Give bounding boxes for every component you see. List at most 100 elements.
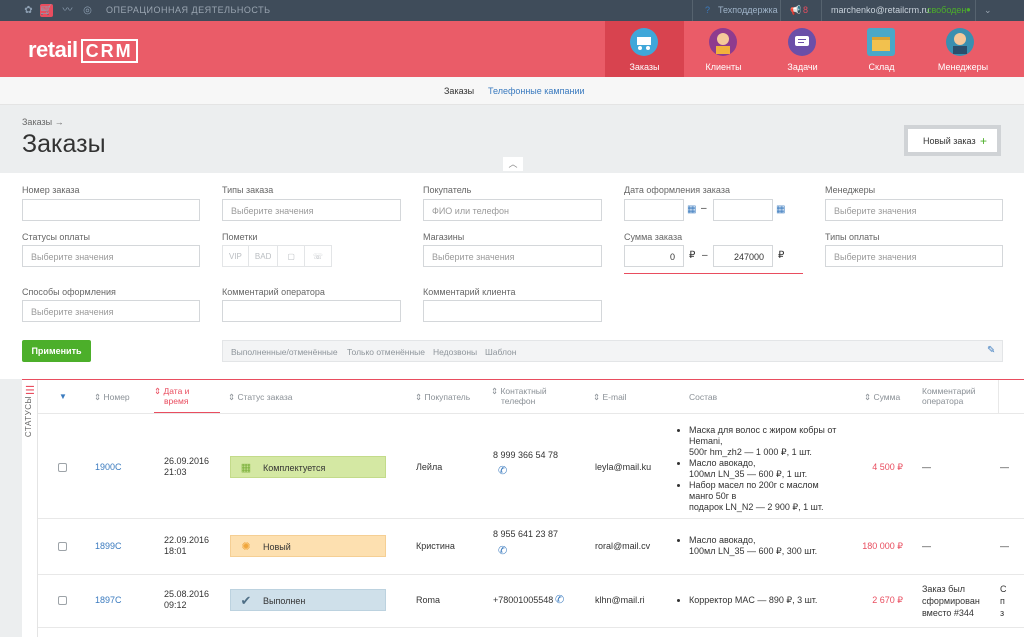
calendar-icon[interactable]: ▦ [776,204,786,215]
order-date: 26.09.2016 [164,456,210,466]
page-title: Заказы [22,130,106,158]
menu-icon[interactable]: ☰ [25,385,35,397]
preset-template[interactable]: Шаблон [485,347,517,357]
row-checkbox[interactable] [58,542,67,551]
date-to-input[interactable] [713,199,773,221]
preset-completed-cancelled[interactable]: Выполненные/отменённые [231,347,338,357]
order-number-link[interactable]: 1900C [95,462,122,472]
support-link[interactable]: Техподдержка [718,5,778,15]
nav-tasks[interactable]: Задачи [763,21,842,77]
collapse-filters-icon[interactable]: ︿ [503,157,523,171]
order-item: Масло авокадо,100мл LN_35 — 600 ₽, 1 шт. [689,458,836,480]
operator-comment: — [922,541,931,551]
marks-label: Пометки [222,232,258,242]
customer-email[interactable]: klhn@mail.ri [595,595,645,605]
order-number-input[interactable] [22,199,200,221]
row-checkbox[interactable] [58,596,67,605]
order-date-label: Дата оформления заказа [624,185,730,195]
payment-types-label: Типы оплаты [825,232,880,242]
order-sum: 2 670 ₽ [872,595,903,605]
pencil-icon[interactable]: ✎ [987,345,996,356]
checkout-methods-select[interactable]: Выберите значения [22,300,200,322]
nav-managers[interactable]: Менеджеры [921,21,1005,77]
managers-select[interactable]: Выберите значения [825,199,1003,221]
main-header: retail CRM Заказы Клиенты Задачи Склад Ме… [0,21,1024,77]
calendar-icon[interactable]: ▦ [687,204,697,215]
table-row[interactable]: 1899C 22.09.2016 18:01 ✺ Новый Кристина 8… [38,519,1024,575]
status-badge[interactable]: ✺ Новый [230,535,386,557]
shops-select[interactable]: Выберите значения [423,245,602,267]
order-types-label: Типы заказа [222,185,274,195]
operator-comment: — [922,462,931,472]
customer-input[interactable]: ФИО или телефон [423,199,602,221]
order-sum: 4 500 ₽ [872,462,903,472]
statuses-sidebar[interactable]: ☰ СТАТУСЫ [22,380,38,637]
payment-types-select[interactable]: Выберите значения [825,245,1003,267]
customer-name[interactable]: Лейла [416,462,443,472]
customer-name[interactable]: Кристина [416,541,455,551]
analytics-icon[interactable]: 〰 [62,5,73,16]
mark-vip[interactable]: VIP [222,245,249,267]
chevron-down-icon[interactable]: ⌄ [984,5,992,15]
phone-number[interactable]: 8 999 366 54 78 [493,450,559,460]
customer-email[interactable]: roral@mail.cv [595,541,651,551]
row-checkbox[interactable] [58,463,67,472]
logo[interactable]: retail CRM [28,37,138,63]
phone-call-icon[interactable]: ✆ [555,594,565,606]
table-row[interactable]: 1897C 25.08.2016 09:12 ✔ Выполнен Roma +7… [38,575,1024,628]
user-status[interactable]: свободен [927,5,967,15]
sum-to-input[interactable]: 247000 [713,245,773,267]
tab-orders[interactable]: Заказы [444,86,475,107]
notification-count[interactable]: 8 [803,5,809,15]
preset-only-cancelled[interactable]: Только отменённые [347,347,426,357]
help-icon[interactable]: ? [705,5,711,15]
page-title-area: Заказы → Заказы Новый заказ + ︿ [0,105,1024,173]
sum-from-input[interactable]: 0 [624,245,684,267]
payment-statuses-select[interactable]: Выберите значения [22,245,200,267]
order-item: Корректор MAC — 890 ₽, 3 шт. [689,595,817,606]
phone-number[interactable]: 8 955 641 23 87 [493,529,559,539]
header-date[interactable]: ⇕ Дата и время [154,380,220,413]
cart-icon [630,28,658,56]
order-date: 25.08.2016 [164,589,210,599]
marketing-icon[interactable]: ◎ [83,5,92,16]
order-items-list: Корректор MAC — 890 ₽, 3 шт. [680,595,817,606]
order-number-label: Номер заказа [22,185,80,195]
breadcrumb[interactable]: Заказы → [22,117,64,127]
filters-panel: Номер заказа Типы заказа Выберите значен… [0,173,1024,379]
statuses-label: СТАТУСЫ [24,395,34,438]
preset-missed-calls[interactable]: Недозвоны [433,347,478,357]
order-types-select[interactable]: Выберите значения [222,199,401,221]
nav-warehouse[interactable]: Склад [842,21,921,77]
apply-button[interactable]: Применить [22,340,91,362]
status-badge[interactable]: ✔ Выполнен [230,589,386,611]
customer-comment-input[interactable] [423,300,602,322]
order-time: 21:03 [164,467,187,477]
new-order-button[interactable]: Новый заказ + [904,125,1001,156]
phone-number[interactable]: +78001005548 [493,595,554,605]
date-from-input[interactable] [624,199,684,221]
tab-phone-campaigns[interactable]: Телефонные кампании [488,86,585,96]
customer-name[interactable]: Roma [416,595,441,605]
megaphone-icon[interactable]: 📢 [790,5,802,15]
mark-bad[interactable]: BAD [247,245,279,267]
operator-comment-input[interactable] [222,300,401,322]
table-row[interactable]: 1900C 26.09.2016 21:03 ▦ Комплектуется Ле… [38,413,1024,519]
gear-icon[interactable]: ✿ [24,5,33,16]
order-number-link[interactable]: 1899C [95,541,122,551]
status-badge[interactable]: ▦ Комплектуется [230,456,386,478]
order-sum-label: Сумма заказа [624,232,683,242]
nav-clients[interactable]: Клиенты [684,21,763,77]
mark-call-icon[interactable]: ☏ [303,245,332,267]
ruble-sign: ₽ [689,250,696,261]
cart-icon[interactable]: 🛒 [40,4,53,17]
phone-call-icon[interactable]: ✆ [498,465,508,477]
nav-orders[interactable]: Заказы [605,21,684,77]
order-time: 09:12 [164,600,187,610]
phone-call-icon[interactable]: ✆ [498,545,508,557]
mark-comment-icon[interactable]: ▢ [277,245,305,267]
sum-range-underline [624,273,803,274]
order-number-link[interactable]: 1897C [95,595,122,605]
user-email[interactable]: marchenko@retailcrm.ru [831,5,930,15]
customer-email[interactable]: leyla@mail.ku [595,462,652,472]
